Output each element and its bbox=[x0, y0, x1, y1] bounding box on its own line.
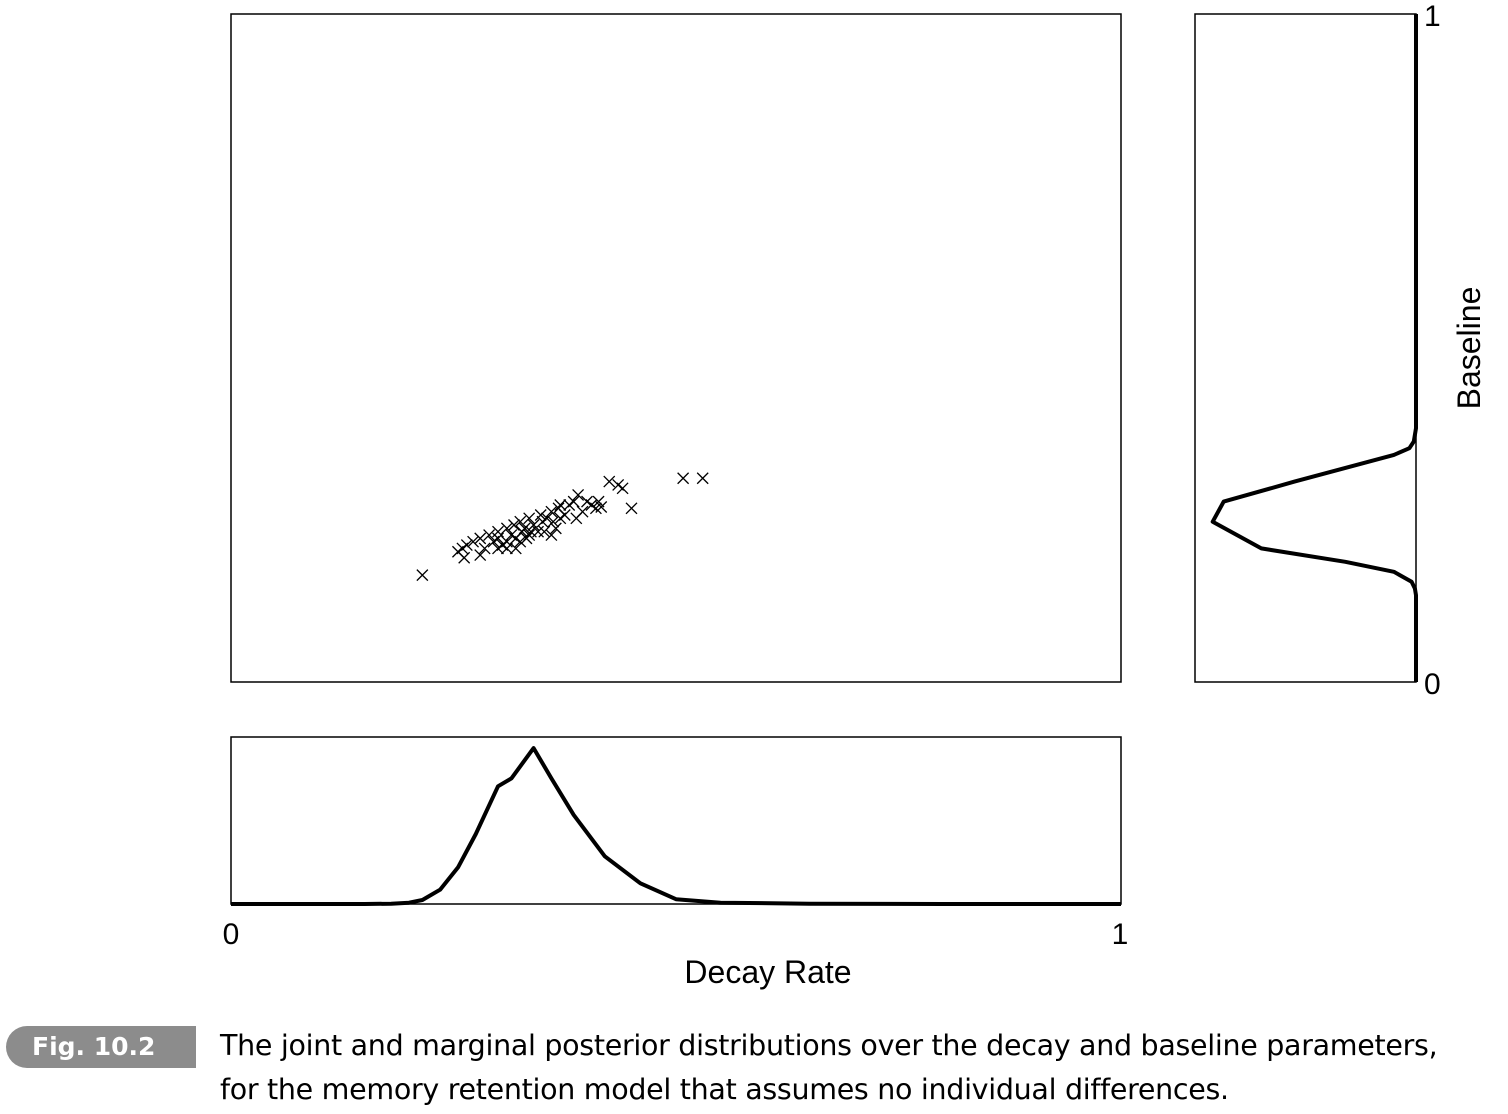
scatter-point bbox=[527, 519, 540, 531]
scatter-point bbox=[518, 522, 531, 535]
scatter-point bbox=[545, 505, 558, 518]
scatter-point bbox=[545, 529, 558, 541]
scatter-point bbox=[603, 475, 616, 488]
scatter-point bbox=[540, 512, 553, 525]
scatter-point bbox=[549, 522, 562, 535]
caption-text: The joint and marginal posterior distrib… bbox=[220, 1024, 1505, 1112]
scatter-point bbox=[523, 529, 536, 541]
scatter-point bbox=[474, 549, 487, 562]
scatter-point bbox=[612, 478, 625, 491]
y-tick-1: 1 bbox=[1424, 0, 1441, 33]
x-axis-label: Decay Rate bbox=[684, 954, 851, 990]
x-tick-0: 0 bbox=[223, 918, 240, 951]
decay-marginal-curve bbox=[231, 746, 1121, 906]
scatter-point bbox=[508, 519, 520, 531]
scatter-point bbox=[460, 539, 473, 552]
scatter-point bbox=[532, 525, 545, 538]
decay-marginal-frame bbox=[230, 736, 1122, 905]
baseline-marginal-curve bbox=[1210, 14, 1418, 682]
joint-scatter-points bbox=[416, 472, 709, 582]
figure-caption: Fig. 10.2 The joint and marginal posteri… bbox=[0, 1020, 1508, 1114]
scatter-point bbox=[500, 522, 513, 535]
x-tick-1: 1 bbox=[1112, 918, 1129, 951]
caption-line-2: for the memory retention model that assu… bbox=[220, 1073, 1229, 1106]
scatter-point bbox=[558, 509, 571, 521]
scatter-point bbox=[572, 489, 585, 501]
scatter-point bbox=[458, 551, 471, 564]
scatter-point bbox=[514, 515, 527, 528]
scatter-point bbox=[625, 502, 638, 515]
scatter-point bbox=[576, 505, 589, 518]
baseline-marginal-frame bbox=[1194, 13, 1417, 683]
scatter-point bbox=[492, 525, 504, 538]
y-axis-label: Baseline bbox=[1451, 287, 1487, 410]
caption-line-1: The joint and marginal posterior distrib… bbox=[220, 1029, 1438, 1062]
figure-number-badge: Fig. 10.2 bbox=[6, 1026, 196, 1068]
scatter-point bbox=[416, 569, 429, 582]
scatter-point bbox=[523, 512, 536, 525]
scatter-point bbox=[483, 529, 496, 541]
scatter-point bbox=[547, 515, 560, 528]
scatter-point bbox=[595, 501, 608, 513]
scatter-point bbox=[538, 525, 551, 538]
joint-plot-frame bbox=[230, 13, 1122, 683]
scatter-point bbox=[581, 495, 593, 508]
scatter-point bbox=[500, 542, 513, 555]
scatter-point bbox=[677, 472, 690, 485]
scatter-point bbox=[696, 472, 709, 485]
y-tick-0: 0 bbox=[1424, 668, 1441, 701]
scatter-point bbox=[478, 542, 491, 555]
scatter-point bbox=[554, 499, 567, 511]
scatter-point bbox=[567, 495, 580, 508]
scatter-point bbox=[509, 542, 522, 555]
scatter-point bbox=[467, 535, 480, 548]
scatter-point bbox=[500, 535, 513, 548]
scatter-point bbox=[534, 509, 547, 521]
figure-canvas: 0 1 Decay Rate 1 0 Baseline bbox=[223, 0, 1487, 990]
scatter-point bbox=[474, 532, 487, 545]
scatter-point bbox=[514, 535, 527, 548]
scatter-point bbox=[492, 532, 504, 545]
